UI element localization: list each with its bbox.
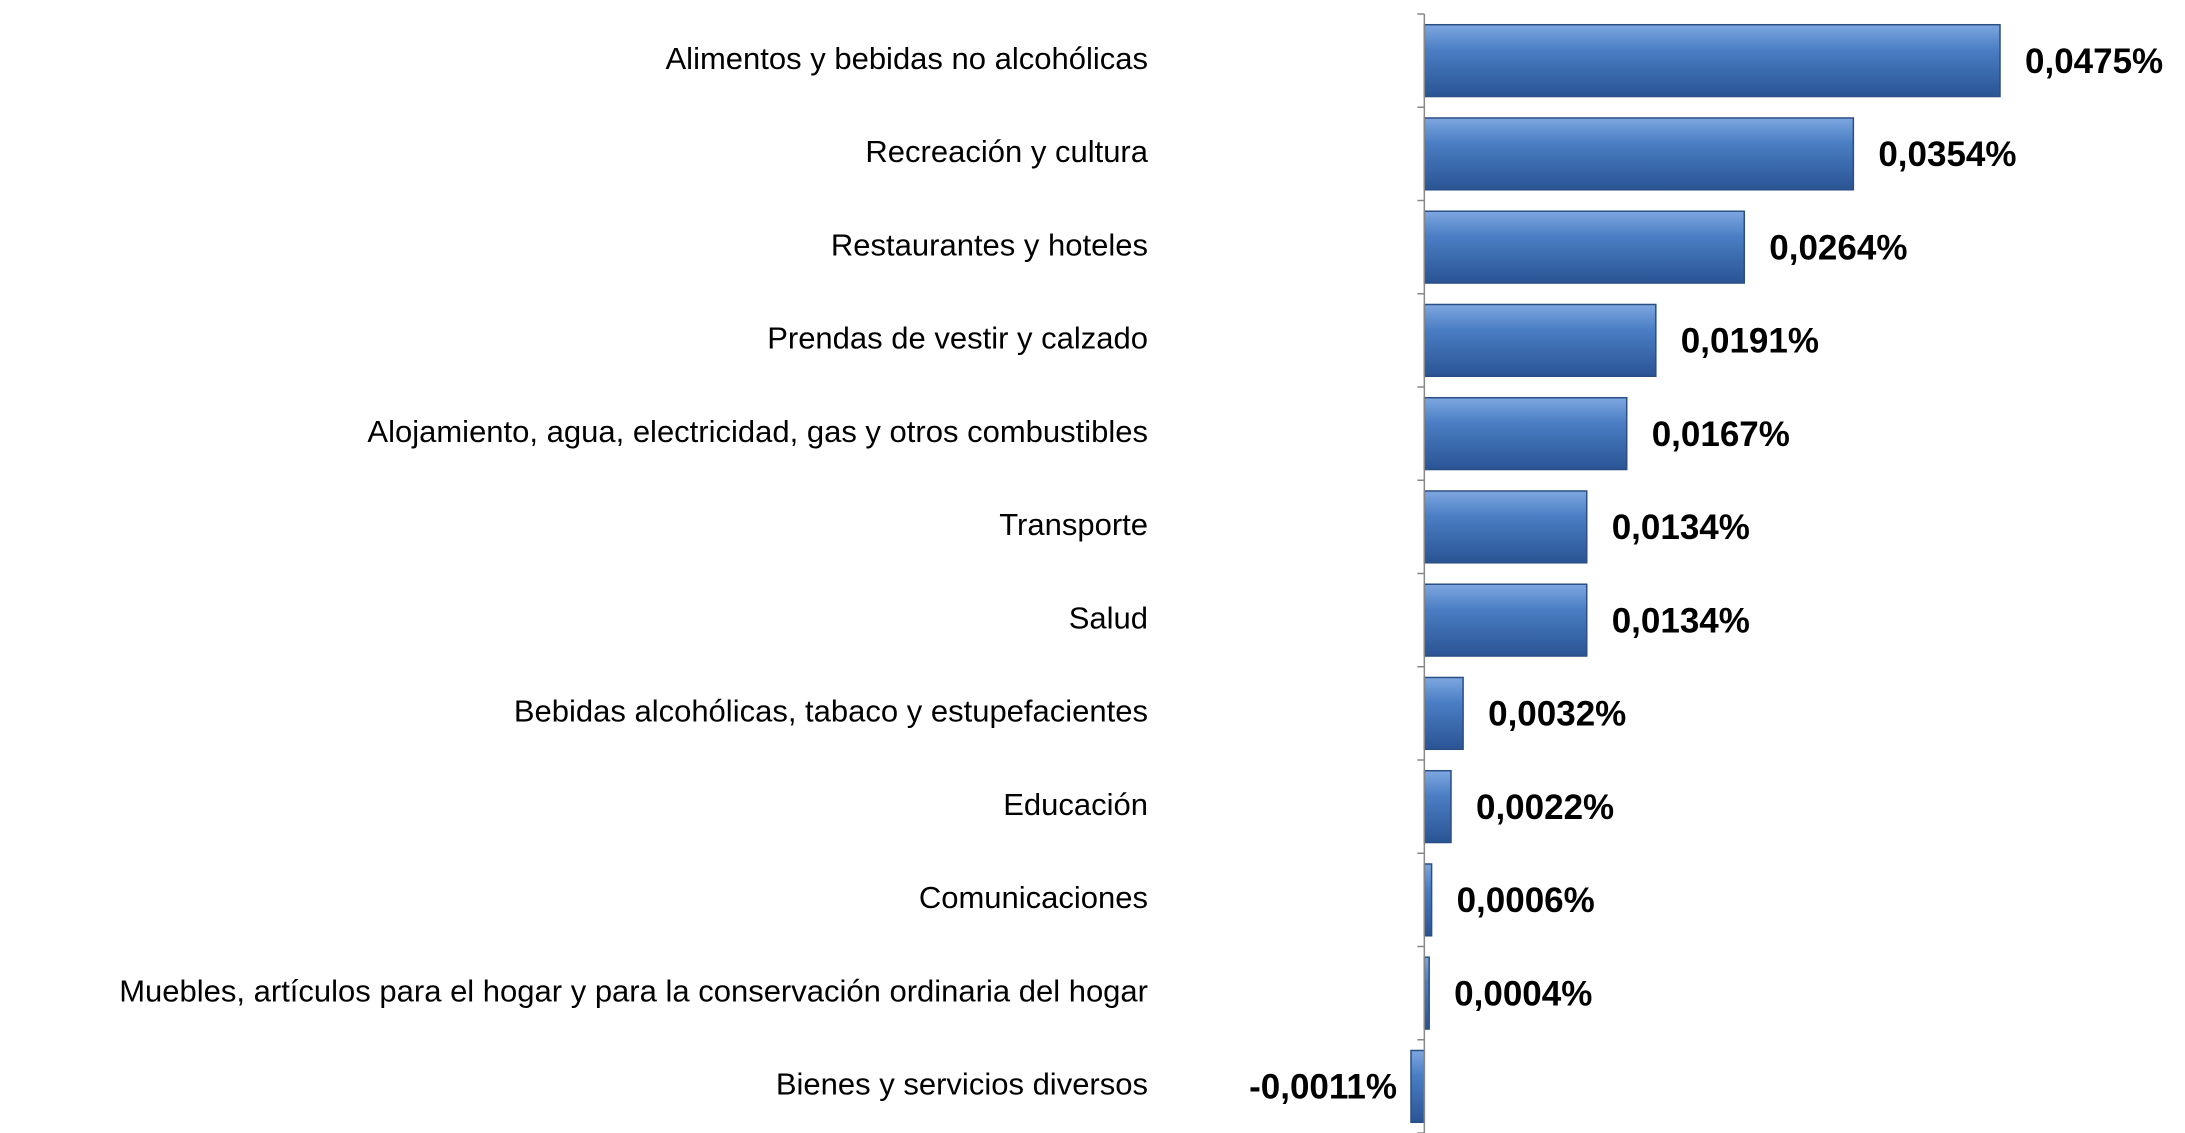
value-label: 0,0264%: [1769, 228, 1907, 267]
value-label: 0,0032%: [1488, 695, 1626, 734]
value-label: 0,0475%: [2025, 42, 2163, 81]
value-label: 0,0167%: [1652, 415, 1790, 454]
category-label: Bienes y servicios diversos: [776, 1067, 1148, 1102]
category-label: Alojamiento, agua, electricidad, gas y o…: [367, 414, 1148, 449]
bar: [1423, 117, 1855, 191]
category-label: Educación: [1003, 787, 1148, 822]
value-label: 0,0134%: [1612, 508, 1750, 547]
category-label: Alimentos y bebidas no alcohólicas: [666, 41, 1149, 76]
bar: [1423, 676, 1464, 751]
bar: [1423, 303, 1657, 378]
value-label: -0,0011%: [1249, 1068, 1397, 1107]
category-label: Restaurantes y hoteles: [831, 227, 1148, 262]
category-label: Transporte: [999, 507, 1148, 542]
value-label: 0,0022%: [1476, 788, 1614, 827]
bar: [1423, 490, 1588, 564]
value-label: 0,0006%: [1457, 881, 1595, 920]
value-label: 0,0191%: [1681, 322, 1819, 361]
bar: [1423, 769, 1452, 844]
bar: [1423, 210, 1746, 284]
bar: [1423, 583, 1588, 657]
category-label: Prendas de vestir y calzado: [767, 321, 1148, 356]
category-label: Salud: [1069, 600, 1148, 635]
value-label: 0,0004%: [1454, 974, 1592, 1013]
value-label: 0,0354%: [1878, 135, 2016, 174]
category-label: Comunicaciones: [919, 880, 1148, 915]
category-label: Recreación y cultura: [865, 134, 1148, 169]
bar: [1423, 863, 1433, 937]
category-label: Muebles, artículos para el hogar y para …: [119, 973, 1148, 1008]
bar: [1410, 1049, 1426, 1124]
category-label: Bebidas alcohólicas, tabaco y estupefaci…: [514, 694, 1148, 729]
bar: [1423, 396, 1628, 471]
value-label: 0,0134%: [1612, 601, 1750, 640]
bar: [1423, 23, 2001, 98]
